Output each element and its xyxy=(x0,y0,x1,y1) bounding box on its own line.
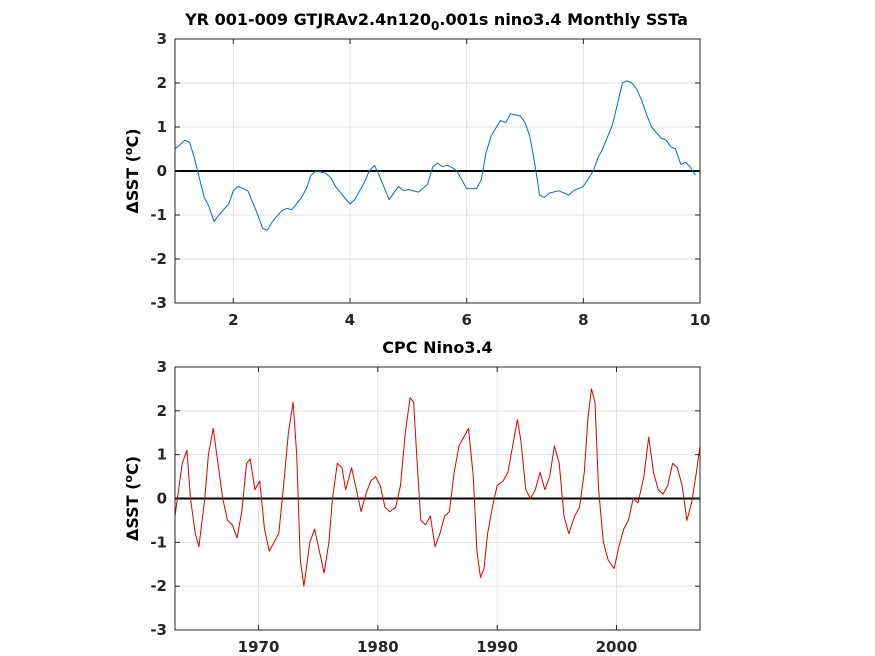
chart-title-rest: .001s nino3.4 Monthly SSTa xyxy=(439,10,688,29)
chart-title-main: YR 001-009 GTJRAv2.4n120 xyxy=(184,10,431,29)
y-axis-label-suffix: C) xyxy=(123,456,142,475)
y-tick-label: -3 xyxy=(150,621,167,639)
panel-model-sst: 2 4 6 8 10 -3 -2 -1 0 1 2 3 YR 001-009 GTJRAv2.4n120… xyxy=(122,10,710,329)
y-tick-label: 3 xyxy=(157,358,167,376)
y-tick-label: 2 xyxy=(157,74,167,92)
x-tick-label: 8 xyxy=(578,311,588,329)
y-tick-label: 1 xyxy=(157,446,167,464)
x-tick-label: 2 xyxy=(228,311,238,329)
y-tick-label: -2 xyxy=(150,250,167,268)
x-tick-label: 1980 xyxy=(357,638,399,656)
y-axis-label-superscript: o xyxy=(122,475,135,483)
series-line xyxy=(174,80,696,231)
x-tick-label: 1990 xyxy=(476,638,518,656)
y-axis-label: ΔSST (oC) xyxy=(122,128,142,213)
series-line xyxy=(174,388,701,587)
y-axis-label-prefix: ΔSST ( xyxy=(123,155,142,214)
y-tick-label: 3 xyxy=(157,30,167,48)
y-tick-label: -3 xyxy=(150,294,167,312)
y-axis-label: ΔSST (oC) xyxy=(122,456,142,541)
y-tick-label: 1 xyxy=(157,118,167,136)
x-tick-label: 4 xyxy=(345,311,355,329)
x-tick-label: 1970 xyxy=(238,638,280,656)
chart-title-subscript: 0 xyxy=(431,19,439,33)
y-axis-label-superscript: o xyxy=(122,147,135,155)
y-tick-label: -2 xyxy=(150,577,167,595)
chart-title: CPC Nino3.4 xyxy=(382,338,492,357)
y-axis-label-prefix: ΔSST ( xyxy=(123,483,142,542)
y-tick-label: 2 xyxy=(157,402,167,420)
x-tick-label: 2000 xyxy=(596,638,638,656)
panel-cpc-nino34: 1970 1980 1990 2000 -3 -2 -1 0 1 2 3 CPC Nino3.4 ΔSS… xyxy=(122,338,701,656)
y-axis-label-suffix: C) xyxy=(123,128,142,147)
y-tick-label: -1 xyxy=(150,533,167,551)
chart-title-main: CPC Nino3.4 xyxy=(382,338,492,357)
y-tick-label: -1 xyxy=(150,206,167,224)
x-tick-label: 6 xyxy=(461,311,471,329)
x-tick-label: 10 xyxy=(690,311,711,329)
chart-title: YR 001-009 GTJRAv2.4n1200.001s nino3.4 M… xyxy=(184,10,688,33)
y-tick-label: 0 xyxy=(157,162,167,180)
y-tick-label: 0 xyxy=(157,490,167,508)
